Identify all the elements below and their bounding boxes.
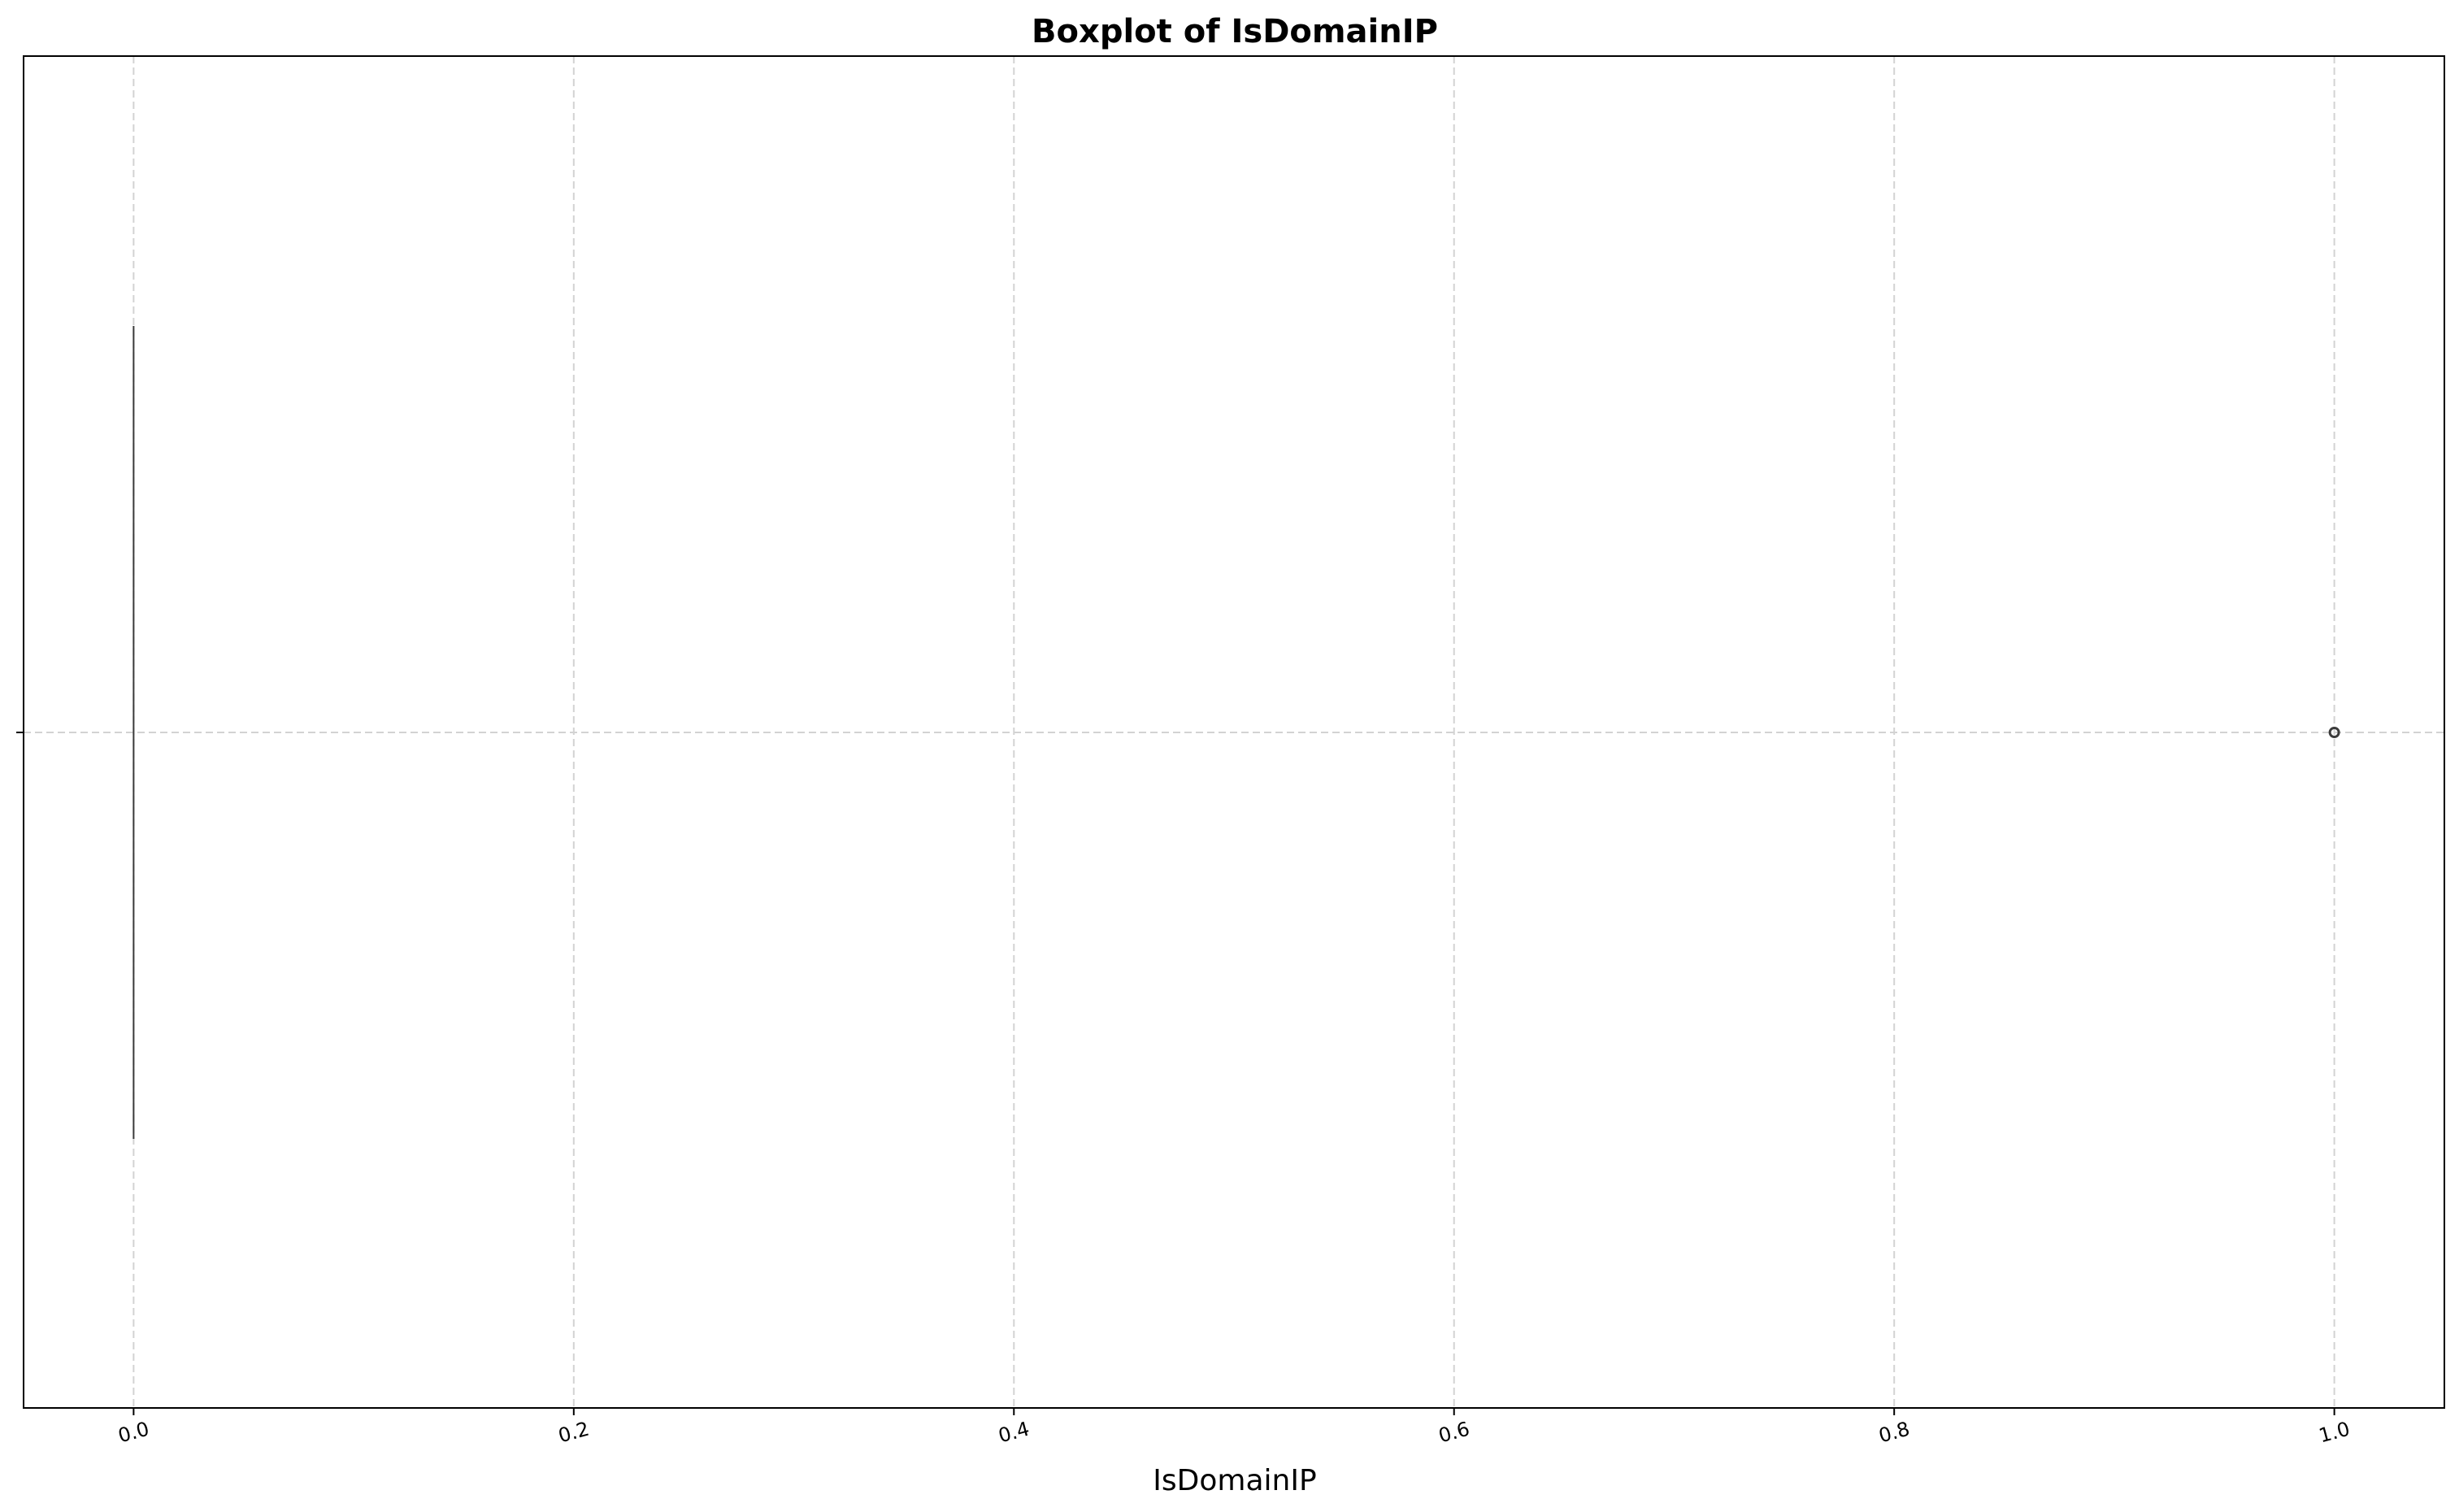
outlier-point xyxy=(2328,727,2340,738)
x-axis-ticks: 0.0 0.2 0.4 0.6 0.8 1.0 xyxy=(16,732,2353,1447)
box-group xyxy=(133,326,2340,1139)
x-axis-label: IsDomainIP xyxy=(1153,1464,1316,1497)
plot-frame xyxy=(23,55,2445,1409)
chart-title: Boxplot of IsDomainIP xyxy=(1032,13,1438,50)
